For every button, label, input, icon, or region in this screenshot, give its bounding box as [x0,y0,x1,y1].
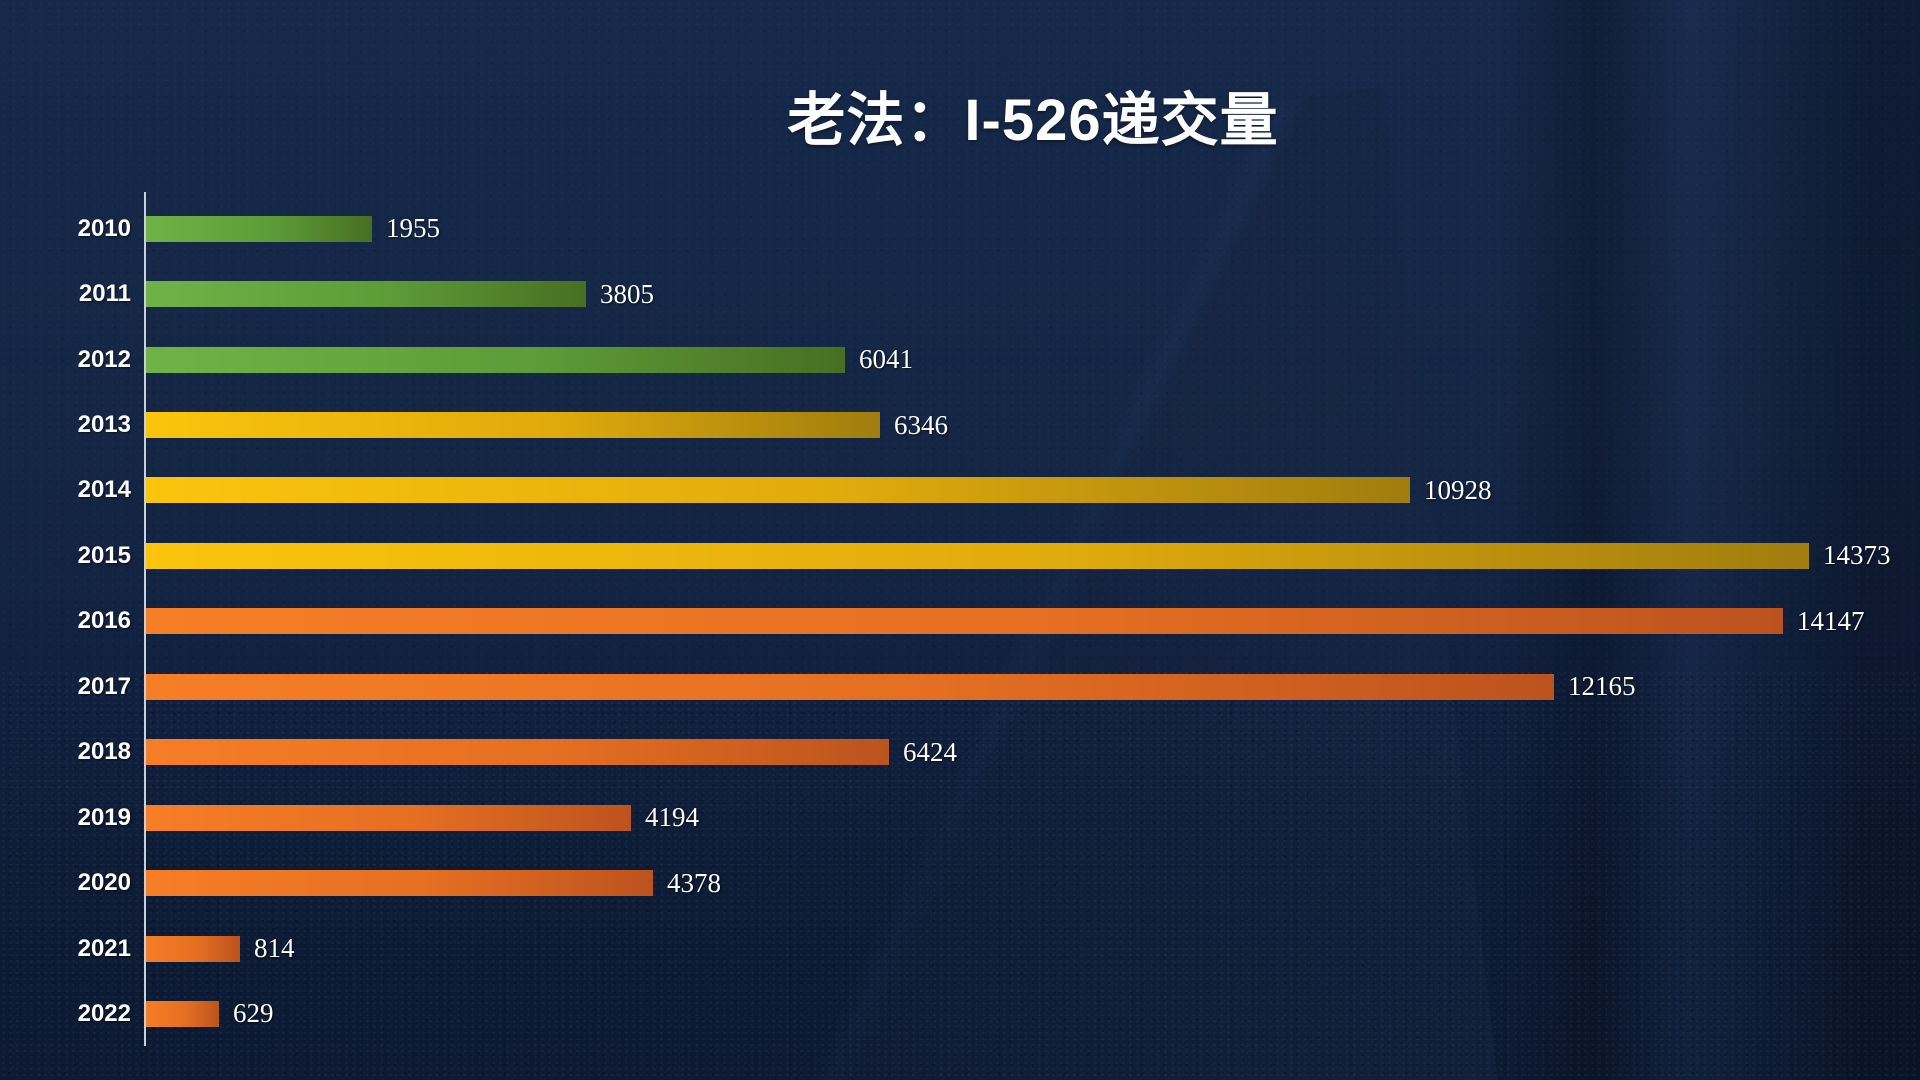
chart-row: 2016 14147 [0,589,1920,654]
category-label: 2015 [77,541,131,569]
value-label: 6424 [903,736,957,767]
chart-row: 2022 629 [0,981,1920,1046]
category-label: 2016 [77,607,131,635]
chart-row: 2012 6041 [0,327,1920,392]
chart-rows: 2010 1955 2011 3805 2012 6041 2013 6346 2014 1092… [0,196,1920,1047]
value-label: 6041 [859,344,913,375]
bar [146,608,1783,635]
bar [146,215,372,242]
chart-row: 2011 3805 [0,261,1920,326]
bar [146,412,880,439]
bar [146,870,653,897]
chart-row: 2013 6346 [0,392,1920,457]
bar [146,477,1410,504]
bar [146,281,586,308]
chart-row: 2014 10928 [0,458,1920,523]
value-label: 4194 [645,802,699,833]
y-axis-line [144,192,146,1046]
chart-row: 2015 14373 [0,523,1920,588]
category-label: 2018 [77,738,131,766]
chart-title: 老法：I-526递交量 [787,87,1279,153]
chart-row: 2021 814 [0,916,1920,981]
category-label: 2020 [77,869,131,897]
value-label: 12165 [1568,671,1636,702]
chart-row: 2017 12165 [0,654,1920,719]
category-label: 2017 [77,672,131,700]
category-label: 2022 [77,999,131,1027]
value-label: 629 [233,998,274,1029]
chart-row: 2018 6424 [0,720,1920,785]
bar [146,739,889,766]
category-label: 2011 [78,280,131,308]
value-label: 6346 [894,409,948,440]
category-label: 2019 [77,803,131,831]
bar [146,673,1554,700]
bar [146,804,631,831]
bar [146,346,845,373]
category-label: 2012 [77,345,131,373]
bar [146,542,1809,569]
value-label: 1955 [386,213,440,244]
bar [146,1000,219,1027]
chart-row: 2010 1955 [0,196,1920,261]
category-label: 2014 [77,476,131,504]
category-label: 2021 [77,934,131,962]
value-label: 814 [254,933,295,964]
bar [146,935,240,962]
chart-row: 2019 4194 [0,785,1920,850]
chart-row: 2020 4378 [0,850,1920,915]
category-label: 2013 [77,411,131,439]
category-label: 2010 [77,214,131,242]
value-label: 14147 [1797,605,1865,636]
value-label: 4378 [667,867,721,898]
value-label: 10928 [1424,474,1492,505]
value-label: 3805 [600,278,654,309]
value-label: 14373 [1823,540,1891,571]
